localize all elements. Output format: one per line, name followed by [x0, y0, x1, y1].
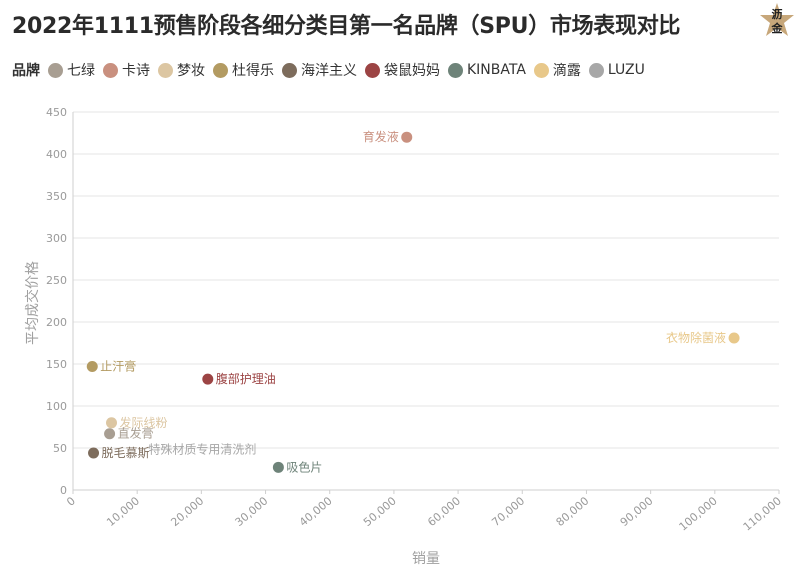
legend-item-dilu[interactable]: 滴露: [533, 60, 581, 80]
badge-text-bottom: 金: [771, 21, 784, 35]
data-label: 腹部护理油: [216, 371, 276, 386]
legend-label: LUZU: [607, 62, 645, 78]
legend-dot: [282, 62, 297, 78]
legend-item-qilv[interactable]: 七绿: [48, 60, 95, 80]
legend-item-dudele[interactable]: 杜得乐: [213, 60, 274, 80]
x-tick-label: 110,000: [741, 494, 784, 533]
y-tick-label: 250: [46, 274, 67, 287]
legend-item-mengzhuang[interactable]: 梦妆: [158, 60, 205, 80]
legend-dot: [158, 62, 173, 78]
y-axis-title: 平均成交价格: [24, 261, 41, 345]
data-label: 发际线粉: [120, 415, 168, 430]
y-tick-label: 200: [46, 316, 67, 329]
legend-item-kashi[interactable]: 卡诗: [103, 60, 150, 80]
legend-item-daishumama[interactable]: 袋鼠妈妈: [365, 60, 440, 80]
data-label: 脱毛慕斯: [102, 445, 150, 460]
data-label: 止汗膏: [100, 359, 136, 374]
data-point: [86, 361, 98, 373]
legend-item-luzu[interactable]: LUZU: [588, 62, 645, 78]
legend: 品牌 七绿 卡诗 梦妆 杜得乐 海洋主义 袋鼠妈妈 KINBATA 滴露 LUZ…: [12, 60, 653, 80]
legend-label: 梦妆: [177, 63, 205, 79]
x-tick-label: 70,000: [489, 494, 527, 529]
data-label: 吸色片: [286, 460, 322, 474]
legend-dot: [588, 62, 604, 78]
legend-dot: [103, 62, 118, 78]
data-point: [104, 428, 116, 440]
x-axis-title: 销量: [412, 551, 440, 567]
data-label: 特殊材质专用清洗剂: [148, 442, 256, 457]
data-point: [106, 417, 118, 429]
badge-text-top: 沥: [772, 7, 783, 21]
data-point: [202, 373, 214, 385]
y-tick-label: 100: [46, 400, 67, 413]
y-tick-label: 300: [46, 232, 67, 245]
legend-dot: [365, 62, 380, 78]
data-point: [401, 131, 413, 143]
legend-label: 杜得乐: [232, 63, 274, 79]
legend-dot: [213, 62, 228, 78]
x-tick-label: 30,000: [233, 494, 271, 529]
x-tick-label: 80,000: [554, 494, 592, 529]
y-tick-label: 400: [46, 148, 67, 161]
y-tick-label: 50: [53, 442, 67, 455]
x-tick-label: 10,000: [104, 494, 142, 529]
x-tick-label: 50,000: [361, 494, 399, 529]
brand-logo-icon: 沥 金: [760, 3, 794, 36]
legend-dot: [48, 62, 63, 78]
x-tick-label: 60,000: [425, 494, 463, 529]
legend-title: 品牌: [12, 63, 40, 79]
page-title: 2022年1111预售阶段各细分类目第一名品牌（SPU）市场表现对比: [12, 14, 681, 39]
legend-label: 袋鼠妈妈: [384, 63, 440, 79]
y-tick-label: 450: [46, 106, 67, 119]
legend-dot: [448, 62, 463, 78]
x-tick-label: 90,000: [618, 494, 656, 529]
x-tick-label: 0: [64, 494, 78, 508]
legend-label: 海洋主义: [301, 63, 357, 79]
data-point: [272, 461, 284, 473]
data-point: [88, 447, 100, 459]
x-tick-label: 40,000: [297, 494, 335, 529]
legend-label: KINBATA: [467, 62, 526, 78]
x-tick-label: 100,000: [677, 494, 720, 533]
y-tick-label: 0: [60, 484, 67, 497]
x-tick-label: 20,000: [168, 494, 206, 529]
legend-label: 滴露: [552, 63, 581, 79]
legend-item-kinbata[interactable]: KINBATA: [448, 62, 526, 78]
legend-label: 卡诗: [122, 63, 150, 79]
data-point: [728, 332, 740, 344]
y-tick-label: 150: [46, 358, 67, 371]
legend-item-haiyangzhuyi[interactable]: 海洋主义: [282, 60, 357, 80]
data-label: 衣物除菌液: [666, 330, 726, 345]
legend-label: 七绿: [67, 63, 95, 79]
y-tick-label: 350: [46, 190, 67, 203]
data-label: 直发膏: [118, 426, 154, 441]
data-label: 育发液: [363, 129, 399, 144]
legend-dot: [533, 62, 549, 78]
